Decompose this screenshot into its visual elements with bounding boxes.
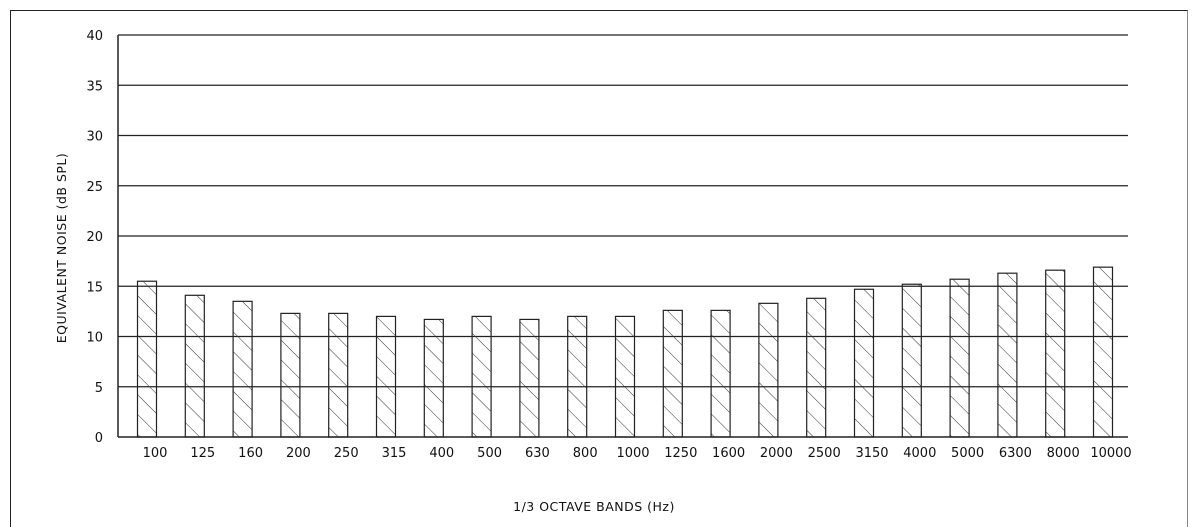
- x-tick-label: 10000: [1090, 446, 1131, 461]
- bar-200: [280, 312, 301, 438]
- y-tick-label: 35: [86, 79, 103, 94]
- x-tick-label: 400: [429, 446, 454, 461]
- bar-1250: [662, 309, 683, 438]
- bar-4000: [901, 283, 922, 438]
- bar-2000: [758, 302, 779, 438]
- x-tick-label: 1250: [664, 446, 697, 461]
- bar-3150: [853, 288, 875, 438]
- x-tick-label: 1600: [712, 446, 745, 461]
- x-tick-label: 315: [382, 446, 407, 461]
- y-tick-label: 0: [95, 431, 103, 446]
- x-tick-label: 8000: [1047, 446, 1080, 461]
- x-tick-label: 3150: [855, 446, 888, 461]
- bar-800: [567, 315, 588, 438]
- x-tick-label: 200: [286, 446, 311, 461]
- bar-1600: [710, 309, 731, 438]
- x-axis-label: 1/3 OCTAVE BANDS (Hz): [513, 499, 675, 514]
- x-tick-label: 2000: [760, 446, 793, 461]
- bar-160: [232, 300, 253, 438]
- bar-315: [375, 315, 397, 438]
- bar-6300: [997, 272, 1018, 438]
- x-tick-label: 5000: [951, 446, 984, 461]
- x-tick-label: 160: [238, 446, 263, 461]
- bar-10000: [1092, 266, 1114, 438]
- bar-2500: [806, 297, 827, 438]
- y-tick-label: 5: [95, 381, 103, 396]
- bar-630: [519, 318, 540, 438]
- x-tick-label: 4000: [903, 446, 936, 461]
- x-tick-label: 2500: [808, 446, 841, 461]
- y-tick-label: 25: [86, 180, 103, 195]
- bar-500: [471, 315, 492, 438]
- x-tick-label: 500: [477, 446, 502, 461]
- bar-8000: [1045, 269, 1066, 438]
- x-tick-label: 125: [190, 446, 215, 461]
- bar-400: [423, 318, 444, 438]
- y-tick-label: 10: [86, 331, 103, 346]
- x-tick-label: 1000: [616, 446, 649, 461]
- bar-5000: [949, 278, 970, 438]
- y-tick-label: 20: [86, 230, 103, 245]
- y-tick-label: 15: [86, 280, 103, 295]
- x-tick-label: 250: [334, 446, 359, 461]
- chart-frame: [10, 10, 1188, 527]
- bar-250: [328, 312, 349, 438]
- bars: [136, 266, 1114, 438]
- x-tick-label: 800: [573, 446, 598, 461]
- bar-100: [136, 280, 158, 438]
- bar-125: [184, 294, 205, 438]
- x-tick-label: 100: [143, 446, 168, 461]
- y-axis-label: EQUIVALENT NOISE (dB SPL): [54, 153, 69, 344]
- x-tick-labels: 100 125 160 200 250 315 400 500 630 800 1000 1250 16…: [143, 446, 1132, 461]
- x-tick-label: 630: [525, 446, 550, 461]
- x-tick-label: 6300: [999, 446, 1032, 461]
- y-tick-label: 40: [86, 29, 103, 44]
- y-tick-labels: 0 5 10 15 20 25 30 35 40: [86, 29, 103, 446]
- y-tick-label: 30: [86, 130, 103, 145]
- bar-1000: [614, 315, 636, 438]
